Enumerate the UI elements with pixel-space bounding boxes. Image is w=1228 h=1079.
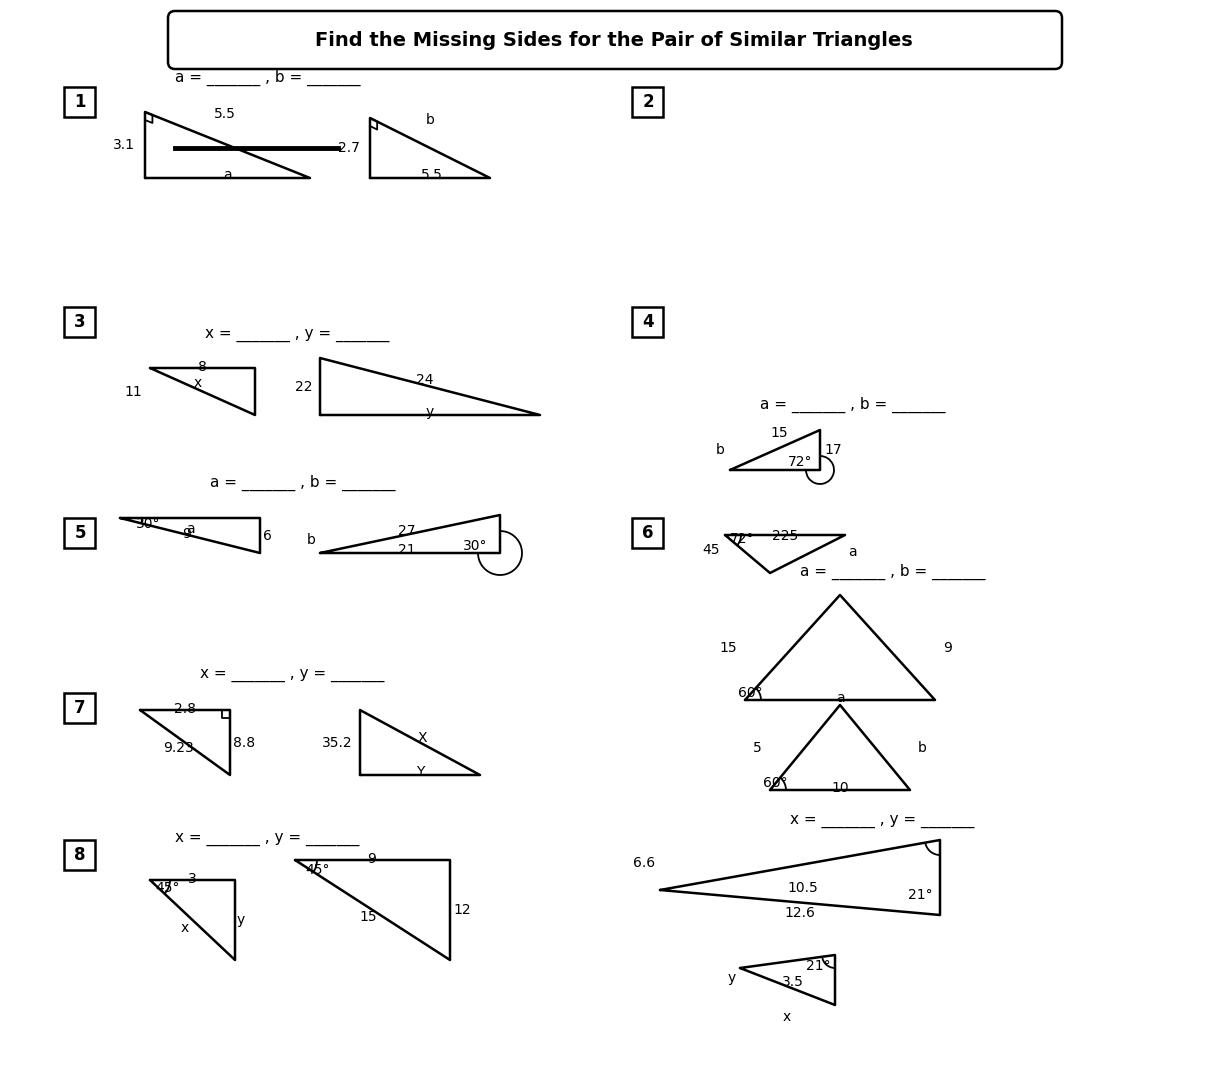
Text: 8: 8 bbox=[74, 846, 86, 864]
Text: 10.5: 10.5 bbox=[787, 880, 818, 894]
Text: 21°: 21° bbox=[907, 888, 932, 902]
Text: a: a bbox=[836, 691, 845, 705]
Text: y: y bbox=[426, 405, 435, 419]
Text: x = _______ , y = _______: x = _______ , y = _______ bbox=[205, 328, 389, 342]
Text: x = _______ , y = _______: x = _______ , y = _______ bbox=[176, 831, 360, 846]
Text: 60°: 60° bbox=[738, 686, 763, 700]
Text: 15: 15 bbox=[720, 641, 737, 655]
Text: 21°: 21° bbox=[806, 959, 830, 973]
Text: 17: 17 bbox=[824, 443, 841, 457]
Text: 8: 8 bbox=[198, 360, 206, 374]
Text: 5: 5 bbox=[753, 741, 763, 755]
Text: a = _______ , b = _______: a = _______ , b = _______ bbox=[760, 397, 946, 413]
Text: Find the Missing Sides for the Pair of Similar Triangles: Find the Missing Sides for the Pair of S… bbox=[316, 30, 912, 50]
Text: 10: 10 bbox=[831, 781, 849, 795]
Text: 9: 9 bbox=[367, 852, 377, 866]
Text: 12.6: 12.6 bbox=[785, 906, 815, 920]
Text: b: b bbox=[426, 113, 435, 127]
Text: a: a bbox=[222, 168, 231, 182]
Text: 8.8: 8.8 bbox=[233, 736, 255, 750]
Text: a: a bbox=[849, 545, 857, 559]
Text: 2: 2 bbox=[642, 93, 653, 111]
Text: 5: 5 bbox=[74, 524, 86, 542]
Text: 45°: 45° bbox=[156, 880, 181, 894]
Text: 9: 9 bbox=[183, 527, 192, 541]
Text: b: b bbox=[716, 443, 725, 457]
FancyBboxPatch shape bbox=[632, 308, 663, 337]
Text: 2.8: 2.8 bbox=[174, 702, 196, 716]
Text: Y: Y bbox=[416, 765, 424, 779]
Text: 6: 6 bbox=[642, 524, 653, 542]
Text: X: X bbox=[418, 730, 427, 745]
Text: 225: 225 bbox=[772, 529, 798, 543]
Text: b: b bbox=[919, 741, 927, 755]
Text: 27: 27 bbox=[398, 524, 416, 538]
FancyBboxPatch shape bbox=[64, 839, 95, 870]
Text: 3.1: 3.1 bbox=[113, 138, 135, 152]
Text: 72°: 72° bbox=[729, 532, 754, 546]
Text: 5.5: 5.5 bbox=[421, 168, 443, 182]
Text: 5.5: 5.5 bbox=[214, 107, 236, 121]
Text: 11: 11 bbox=[124, 385, 142, 399]
Text: a = _______ , b = _______: a = _______ , b = _______ bbox=[176, 70, 361, 86]
FancyBboxPatch shape bbox=[632, 518, 663, 548]
Text: 12: 12 bbox=[453, 903, 470, 917]
Text: 7: 7 bbox=[74, 699, 86, 718]
Text: 3: 3 bbox=[188, 872, 196, 886]
Text: b: b bbox=[307, 533, 316, 547]
Text: 15: 15 bbox=[359, 910, 377, 924]
Text: 1: 1 bbox=[74, 93, 86, 111]
Text: 30°: 30° bbox=[463, 540, 488, 554]
Text: 24: 24 bbox=[416, 373, 433, 387]
Text: 15: 15 bbox=[770, 426, 788, 440]
FancyBboxPatch shape bbox=[64, 87, 95, 117]
Text: 21: 21 bbox=[398, 543, 416, 557]
FancyBboxPatch shape bbox=[64, 308, 95, 337]
Text: x = _______ , y = _______: x = _______ , y = _______ bbox=[790, 812, 974, 828]
Text: 3: 3 bbox=[74, 313, 86, 331]
Text: x = _______ , y = _______: x = _______ , y = _______ bbox=[200, 668, 384, 683]
Text: 22: 22 bbox=[296, 380, 313, 394]
Text: 4: 4 bbox=[642, 313, 653, 331]
Text: x: x bbox=[194, 375, 203, 390]
Text: a = _______ , b = _______: a = _______ , b = _______ bbox=[799, 564, 986, 581]
Text: 30°: 30° bbox=[136, 517, 160, 531]
Text: a: a bbox=[185, 522, 194, 536]
FancyBboxPatch shape bbox=[64, 518, 95, 548]
Text: 60°: 60° bbox=[763, 776, 787, 790]
Text: y: y bbox=[237, 913, 246, 927]
Text: 45: 45 bbox=[702, 543, 720, 557]
Text: 6.6: 6.6 bbox=[632, 856, 655, 870]
Text: y: y bbox=[728, 971, 736, 985]
Text: 9: 9 bbox=[943, 641, 952, 655]
Text: 35.2: 35.2 bbox=[323, 736, 352, 750]
FancyBboxPatch shape bbox=[632, 87, 663, 117]
Text: 9.23: 9.23 bbox=[162, 741, 193, 755]
Text: 3.5: 3.5 bbox=[782, 975, 804, 989]
Text: x: x bbox=[783, 1010, 791, 1024]
Text: 72°: 72° bbox=[787, 455, 812, 469]
Text: 6: 6 bbox=[263, 529, 271, 543]
Text: a = _______ , b = _______: a = _______ , b = _______ bbox=[210, 475, 395, 491]
Text: x: x bbox=[181, 921, 189, 935]
FancyBboxPatch shape bbox=[64, 693, 95, 723]
Text: 45°: 45° bbox=[306, 863, 330, 877]
FancyBboxPatch shape bbox=[168, 11, 1062, 69]
Text: 2.7: 2.7 bbox=[338, 141, 360, 155]
